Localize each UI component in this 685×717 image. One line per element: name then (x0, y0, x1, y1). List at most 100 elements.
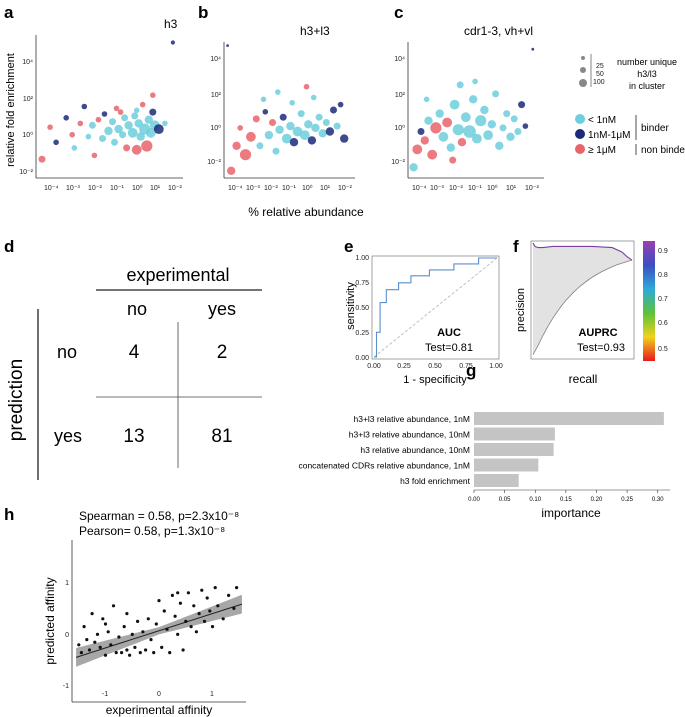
scatter-a-point-9 (88, 121, 96, 129)
confusion-matrix: experimental no yes prediction no yes 4 … (6, 265, 262, 480)
size-legend-label-100: 100 (593, 79, 605, 86)
xtick-c-4: 10⁰ (487, 184, 498, 192)
corr-point-44 (194, 630, 198, 634)
importance-bar-4 (474, 474, 519, 487)
confusion-row-yes: yes (54, 426, 82, 446)
xtick-a-0: 10⁻⁴ (44, 185, 59, 192)
prc-test-value: Test=0.93 (577, 342, 625, 354)
corr-point-11 (106, 630, 110, 634)
confusion-col-no: no (127, 299, 147, 319)
xtick-a-3: 10⁻¹ (110, 185, 124, 192)
scatter-plot-a (35, 35, 183, 179)
xtick-a-4: 10⁰ (132, 184, 143, 192)
scatter-b-point-5 (252, 115, 260, 123)
corr-point-22 (136, 619, 140, 624)
scatter-a-point-23 (127, 127, 138, 138)
scatter-a-point-31 (144, 115, 153, 124)
roc-diagonal (373, 257, 498, 358)
prc-plot: precision recall AUPRC Test=0.93 0.9 0.8… (515, 240, 668, 386)
scatter-a-point-27 (136, 132, 145, 141)
scatter-b-point-13 (281, 133, 292, 144)
scatter-a-point-32 (145, 127, 156, 138)
color-legend-swatch-1 (575, 129, 585, 139)
corr-point-19 (128, 653, 132, 657)
scatter-a-point-2 (53, 139, 59, 146)
ytick-c-top: 10⁴ (394, 56, 405, 63)
scatter-c-point-31 (456, 81, 464, 89)
corr-point-45 (197, 612, 201, 616)
panel-letter-g: g (466, 361, 476, 380)
roc-xtick-4: 1.00 (489, 363, 503, 370)
roc-curve (374, 257, 497, 358)
scatter-b-point-24 (322, 119, 330, 126)
corr-point-8 (98, 645, 102, 650)
scatter-c-point-16 (469, 95, 478, 104)
scatter-b-point-3 (239, 149, 252, 161)
scatter-ylabel: relative fold enrichment (5, 53, 17, 167)
importance-feature-label-2: h3 relative abundance, 10nM (360, 445, 470, 455)
size-legend-50 (580, 67, 586, 73)
scatter-b-point-2 (237, 125, 243, 131)
color-legend: < 1nM 1nM-1μM ≥ 1μM binder non binder (575, 114, 685, 156)
scatter-a-point-39 (162, 120, 168, 127)
scatter-a-point-12 (99, 135, 106, 142)
prc-ylabel: precision (515, 288, 527, 332)
corr-point-29 (154, 622, 158, 626)
importance-feature-label-1: h3+l3 relative abundance, 10nM (349, 430, 470, 440)
importance-xtick-6: 0.30 (652, 497, 664, 503)
xtick-a-1: 10⁻³ (66, 185, 80, 192)
corr-point-32 (162, 609, 166, 613)
scatter-c-point-33 (423, 96, 430, 103)
scatter-b-point-11 (275, 125, 284, 134)
roc-ytick-2: 0.50 (355, 305, 369, 312)
scatter-b-point-15 (289, 138, 299, 147)
corr-point-17 (122, 625, 126, 629)
corr-point-34 (168, 651, 172, 655)
size-legend-100 (579, 79, 587, 87)
scatter-b-point-29 (340, 134, 349, 143)
scatter-a-point-6 (77, 120, 84, 127)
scatter-c-point-17 (472, 133, 482, 144)
scatter-c-point-1 (412, 144, 423, 155)
size-legend: 25 50 100 number unique h3/l3 in cluster (579, 54, 677, 91)
scatter-c-point-12 (452, 124, 464, 136)
panel-letter-c: c (394, 3, 403, 22)
scatter-b-point-14 (286, 121, 295, 131)
roc-xtick-3: 0.75 (459, 363, 473, 370)
confusion-cell-no-no: 4 (129, 342, 140, 363)
scatter-a-point-11 (95, 116, 102, 123)
xtick-b-4: 10⁰ (302, 184, 313, 192)
scatter-c-point-32 (472, 78, 478, 85)
xtick-c-2: 10⁻² (449, 185, 463, 192)
corr-point-41 (186, 591, 190, 595)
scatter-b-point-34 (310, 94, 317, 101)
non-binder-label: non binder (641, 145, 685, 156)
panel-letter-e: e (344, 237, 353, 256)
roc-plot: sensitivity 1 - specificity AUC Test=0.8… (345, 255, 503, 386)
scatter-a-point-16 (111, 138, 118, 146)
ytick-c-2: 10⁰ (394, 124, 405, 132)
corr-point-35 (170, 593, 174, 598)
corr-point-39 (181, 648, 185, 652)
scatter-b-point-8 (264, 130, 274, 140)
corr-point-52 (216, 604, 220, 608)
scatter-b-point-21 (311, 123, 320, 133)
prc-colorbar-tick-2: 0.7 (658, 296, 668, 303)
binder-label: binder (641, 123, 669, 134)
corr-point-31 (160, 645, 164, 650)
confusion-cell-yes-yes: 81 (211, 426, 232, 447)
xticks-c: 10⁻⁴ 10⁻³ 10⁻² 10⁻¹ 10⁰ 10¹ 10⁻² (412, 184, 539, 192)
corr-point-20 (130, 632, 134, 637)
prc-colorbar (643, 241, 655, 361)
scatter-b-point-18 (299, 130, 310, 141)
scatter-c-point-7 (435, 109, 444, 118)
scatter-a-point-36 (150, 92, 156, 98)
confusion-row-no: no (57, 342, 77, 362)
color-legend-label-0: < 1nM (588, 115, 616, 126)
importance-feature-label-0: h3+l3 relative abundance, 1nM (354, 414, 471, 424)
ytick-a-top: 10⁴ (22, 59, 33, 66)
scatter-b-point-1 (232, 141, 241, 150)
color-legend-swatch-2 (575, 144, 585, 154)
corr-ytick-2: -1 (63, 683, 69, 690)
scatter-c-point-3 (420, 136, 429, 145)
